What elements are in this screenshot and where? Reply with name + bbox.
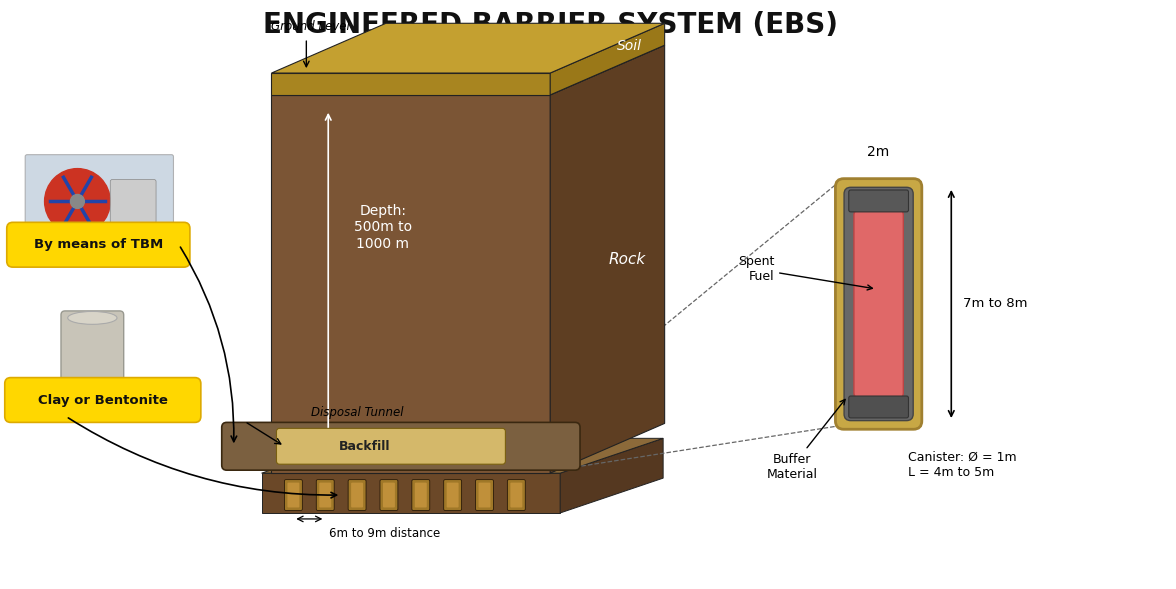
FancyBboxPatch shape xyxy=(319,482,332,508)
Text: Ground Level: Ground Level xyxy=(272,20,350,33)
FancyBboxPatch shape xyxy=(415,482,427,508)
Polygon shape xyxy=(261,438,663,473)
FancyBboxPatch shape xyxy=(412,479,429,511)
FancyBboxPatch shape xyxy=(287,482,300,508)
FancyBboxPatch shape xyxy=(849,190,909,212)
Text: Disposal Tunnel: Disposal Tunnel xyxy=(312,406,403,419)
FancyBboxPatch shape xyxy=(25,155,174,248)
Text: 2m: 2m xyxy=(868,145,890,159)
FancyBboxPatch shape xyxy=(835,178,922,429)
Text: Buffer
Material: Buffer Material xyxy=(767,399,846,481)
FancyBboxPatch shape xyxy=(854,210,903,398)
FancyBboxPatch shape xyxy=(383,482,395,508)
FancyBboxPatch shape xyxy=(61,311,123,391)
FancyBboxPatch shape xyxy=(7,222,189,267)
FancyBboxPatch shape xyxy=(380,479,397,511)
Ellipse shape xyxy=(68,312,116,325)
FancyBboxPatch shape xyxy=(447,482,459,508)
FancyBboxPatch shape xyxy=(510,482,522,508)
FancyBboxPatch shape xyxy=(285,479,302,511)
Polygon shape xyxy=(272,45,664,95)
Text: Spent
Fuel: Spent Fuel xyxy=(737,255,873,290)
FancyBboxPatch shape xyxy=(222,422,580,470)
FancyBboxPatch shape xyxy=(111,180,156,223)
Text: Backfill: Backfill xyxy=(339,440,390,453)
FancyBboxPatch shape xyxy=(844,187,914,421)
FancyBboxPatch shape xyxy=(276,428,506,464)
FancyBboxPatch shape xyxy=(844,193,861,415)
FancyBboxPatch shape xyxy=(849,396,909,418)
Polygon shape xyxy=(261,473,560,513)
Polygon shape xyxy=(550,45,664,473)
FancyBboxPatch shape xyxy=(316,479,334,511)
Text: Depth:
500m to
1000 m: Depth: 500m to 1000 m xyxy=(354,204,412,250)
Text: By means of TBM: By means of TBM xyxy=(34,238,163,252)
Circle shape xyxy=(71,194,85,209)
Circle shape xyxy=(45,168,111,234)
FancyBboxPatch shape xyxy=(5,378,201,422)
FancyBboxPatch shape xyxy=(443,479,462,511)
Text: Canister: Ø = 1m
L = 4m to 5m: Canister: Ø = 1m L = 4m to 5m xyxy=(909,451,1017,479)
Polygon shape xyxy=(272,95,550,473)
FancyBboxPatch shape xyxy=(479,482,490,508)
FancyBboxPatch shape xyxy=(507,479,526,511)
Polygon shape xyxy=(272,73,550,95)
Polygon shape xyxy=(550,24,664,95)
Text: 6m to 9m distance: 6m to 9m distance xyxy=(329,527,441,540)
FancyBboxPatch shape xyxy=(352,482,363,508)
FancyBboxPatch shape xyxy=(475,479,494,511)
Polygon shape xyxy=(272,24,664,73)
FancyBboxPatch shape xyxy=(348,479,366,511)
Text: Clay or Bentonite: Clay or Bentonite xyxy=(38,393,168,406)
Polygon shape xyxy=(560,438,663,513)
Text: ENGINEERED BARRIER SYSTEM (EBS): ENGINEERED BARRIER SYSTEM (EBS) xyxy=(262,11,837,39)
Text: Rock: Rock xyxy=(608,252,646,267)
Text: Soil: Soil xyxy=(617,39,642,52)
Text: 7m to 8m: 7m to 8m xyxy=(963,297,1028,310)
